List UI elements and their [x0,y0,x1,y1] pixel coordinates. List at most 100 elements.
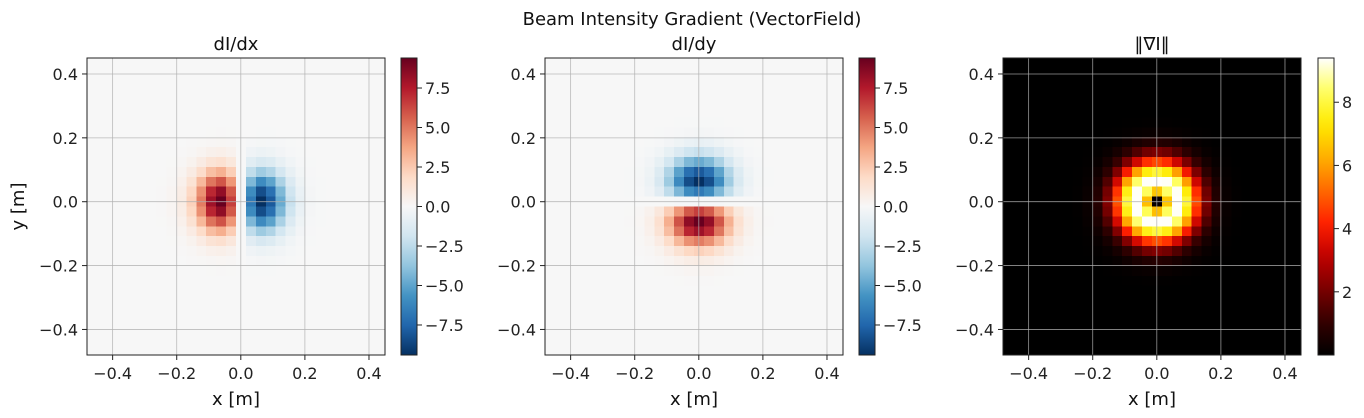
heatmap-cell [1062,315,1074,326]
heatmap-cell [196,345,207,356]
heatmap-cell [116,256,128,267]
heatmap-cell [106,97,118,109]
heatmap-cell [694,315,705,326]
heatmap-cell [574,345,586,356]
heatmap-cell [275,77,287,89]
heatmap-cell [275,265,287,277]
heatmap-cell [295,97,307,109]
heatmap-cell [1082,295,1093,307]
heatmap-cell [335,186,346,198]
heatmap-cell [1022,157,1034,168]
heatmap-cell [1082,275,1093,287]
heatmap-cell [126,285,138,297]
heatmap-cell [285,246,297,257]
heatmap-cell [594,256,606,267]
heatmap-cell [166,275,177,287]
heatmap-cell [644,275,655,287]
heatmap-cell [1251,305,1262,316]
heatmap-cell [116,275,128,287]
heatmap-cell [1161,87,1173,99]
heatmap-cell [226,206,237,217]
heatmap-cell [1241,147,1252,158]
heatmap-cell [753,67,765,79]
heatmap-cell [823,226,834,237]
heatmap-cell [1132,335,1143,346]
heatmap-cell [146,186,158,198]
heatmap-cell [226,315,237,326]
heatmap-cell [295,67,307,79]
heatmap-cell [545,275,556,287]
heatmap-cell [674,265,685,277]
heatmap-cell [564,285,576,297]
heatmap-cell [206,97,217,109]
heatmap-cell [604,87,616,99]
heatmap-cell [245,206,257,217]
heatmap-cell [545,315,556,326]
heatmap-cell [1003,97,1014,109]
heatmap-cell [156,335,168,346]
heatmap-cell [594,206,606,217]
heatmap-cell [136,335,148,346]
heatmap-cell [1221,206,1233,217]
heatmap-cell [793,246,804,257]
heatmap-cell [833,186,844,198]
heatmap-cell [634,345,645,356]
heatmap-cell [1171,216,1183,227]
heatmap-cell [783,117,794,128]
heatmap-cell [1152,58,1163,69]
heatmap-cell [255,166,267,178]
y-tick-label: 0.4 [53,65,78,84]
heatmap-cell [1181,335,1193,346]
heatmap-cell [335,325,346,336]
heatmap-cell [106,345,118,356]
heatmap-cell [793,117,804,128]
heatmap-cell [564,157,576,168]
heatmap-cell [1003,166,1014,178]
heatmap-cell [743,127,755,138]
heatmap-cell [1082,157,1093,168]
heatmap-cell [1221,246,1233,257]
heatmap-cell [1201,216,1213,227]
heatmap-cell [325,285,336,297]
heatmap-cell [126,107,138,118]
heatmap-cell [574,97,586,109]
heatmap-cell [1132,226,1143,237]
heatmap-cell [1072,236,1084,247]
heatmap-cell [1211,335,1223,346]
heatmap-cell [664,67,675,79]
heatmap-cell [624,226,635,237]
heatmap-cell [1092,67,1103,79]
heatmap-cell [1062,246,1074,257]
heatmap-cell [1142,107,1153,118]
heatmap-cell [315,305,326,316]
colorbar-tick-label: 2 [1342,283,1352,302]
heatmap-cell [624,216,635,227]
heatmap-cell [823,265,834,277]
heatmap-cell [1072,295,1084,307]
heatmap-cell [703,186,715,198]
heatmap-cell [694,147,705,158]
heatmap-cell [1211,77,1223,89]
heatmap-cell [634,325,645,336]
heatmap-cell [265,305,277,316]
heatmap-cell [634,265,645,277]
heatmap-cell [574,166,586,178]
heatmap-cell [255,97,267,109]
heatmap-cell [156,305,168,316]
heatmap-cell [1142,127,1153,138]
heatmap-cell [594,325,606,336]
heatmap-cell [1201,305,1213,316]
heatmap-cell [664,236,675,247]
heatmap-cell [1112,157,1123,168]
heatmap-cell [1112,335,1123,346]
heatmap-cell [823,256,834,267]
heatmap-cell [146,345,158,356]
heatmap-cell [176,97,187,109]
heatmap-cell [723,216,735,227]
heatmap-cell [783,127,794,138]
heatmap-cell [674,107,685,118]
heatmap-cell [694,67,705,79]
heatmap-cell [1003,137,1014,148]
heatmap-cell [255,117,267,128]
heatmap-cell [96,107,108,118]
